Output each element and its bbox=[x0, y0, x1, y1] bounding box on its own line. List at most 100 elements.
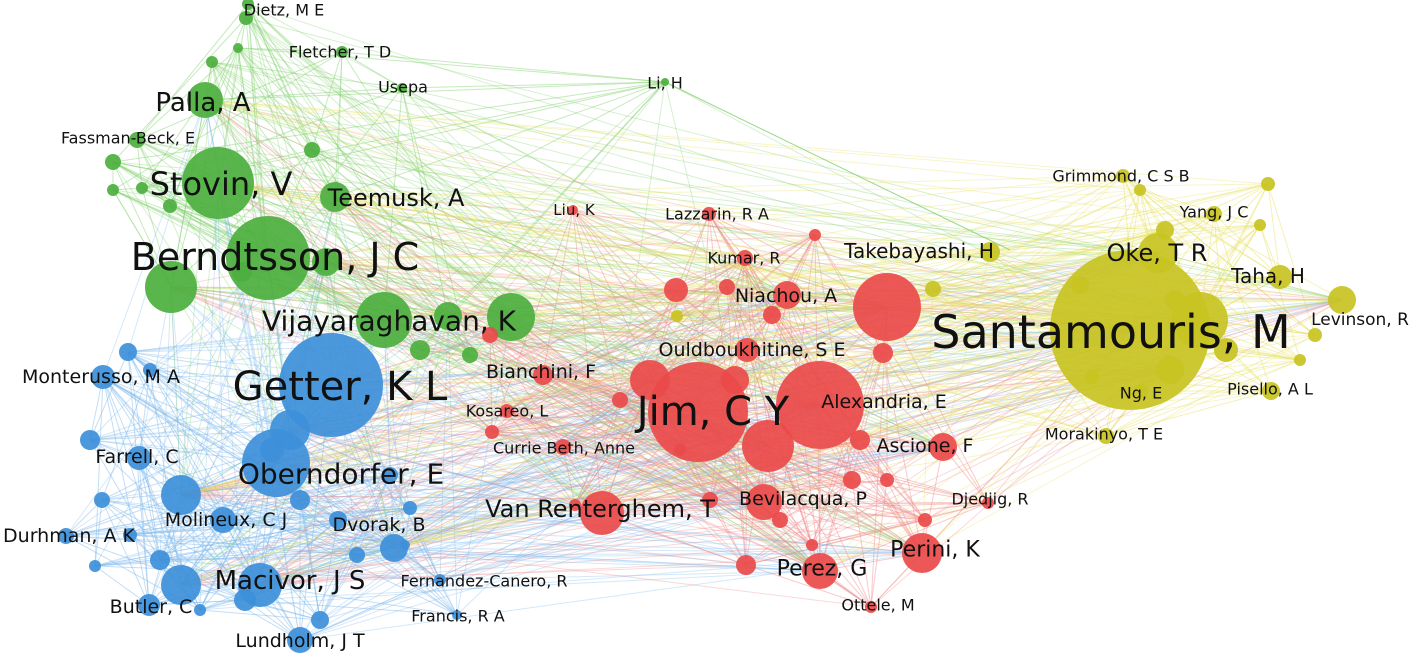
co-citation-link bbox=[409, 411, 699, 509]
co-citation-link bbox=[401, 87, 788, 296]
co-citation-link bbox=[275, 462, 821, 572]
author-label-bianchini: Bianchini, F bbox=[486, 361, 596, 383]
author-label-liuk: Liu, K bbox=[553, 201, 596, 219]
co-citation-link bbox=[112, 51, 343, 191]
author-node-dietz bbox=[239, 11, 253, 25]
co-citation-link bbox=[763, 501, 926, 521]
author-node-vanrenterghem bbox=[580, 491, 624, 535]
co-citation-link bbox=[510, 213, 1215, 318]
co-citation-link bbox=[811, 502, 989, 546]
author-node-bevilacqua bbox=[746, 484, 782, 520]
author-node-dvorak bbox=[380, 534, 408, 562]
co-citation-link bbox=[649, 294, 788, 381]
co-citation-link bbox=[447, 213, 710, 317]
co-citation-link bbox=[709, 446, 944, 501]
co-citation-link bbox=[325, 261, 1142, 392]
co-citation-link bbox=[675, 213, 710, 291]
co-citation-link bbox=[510, 316, 747, 566]
author-node-minor bbox=[349, 547, 365, 563]
co-citation-link bbox=[383, 183, 1269, 321]
co-citation-link bbox=[562, 257, 746, 448]
co-citation-link bbox=[562, 446, 781, 521]
co-citation-link bbox=[267, 257, 788, 296]
co-citation-link bbox=[275, 314, 773, 464]
co-citation-link bbox=[149, 369, 321, 621]
co-citation-link bbox=[170, 286, 853, 481]
co-citation-link bbox=[101, 369, 151, 501]
author-node-minor bbox=[671, 310, 683, 322]
co-citation-link bbox=[237, 47, 512, 318]
author-node-minor bbox=[119, 343, 137, 361]
co-citation-link bbox=[159, 501, 765, 561]
author-node-pisello bbox=[1262, 382, 1280, 400]
co-citation-link bbox=[393, 547, 923, 554]
co-citation-link bbox=[217, 182, 1201, 321]
co-citation-link bbox=[259, 314, 773, 586]
author-node-minor bbox=[311, 611, 329, 629]
co-citation-link bbox=[259, 544, 813, 586]
co-citation-link bbox=[572, 209, 736, 381]
co-citation-link bbox=[170, 286, 1201, 321]
co-citation-link bbox=[334, 175, 1124, 198]
co-citation-link bbox=[562, 446, 576, 506]
co-citation-link bbox=[767, 445, 989, 504]
author-label-kosareo: Kosareo, L bbox=[466, 402, 549, 421]
author-node-minor bbox=[382, 467, 398, 483]
co-citation-link bbox=[180, 519, 781, 586]
author-node-minor bbox=[925, 281, 941, 297]
co-citation-link bbox=[709, 234, 816, 501]
co-citation-link bbox=[141, 47, 239, 189]
co-citation-link bbox=[572, 209, 765, 503]
co-citation-link bbox=[393, 411, 699, 549]
co-citation-link bbox=[180, 446, 564, 496]
author-node-minor bbox=[674, 444, 686, 456]
co-citation-link bbox=[159, 286, 172, 561]
co-citation-link bbox=[401, 87, 1343, 301]
co-citation-link bbox=[989, 213, 1215, 253]
author-label-butler: Butler, C bbox=[110, 596, 193, 618]
co-citation-link bbox=[275, 229, 1166, 464]
co-citation-link bbox=[726, 286, 1343, 301]
co-citation-link bbox=[267, 257, 773, 316]
co-citation-link bbox=[180, 474, 391, 586]
co-citation-link bbox=[129, 474, 391, 536]
author-label-berndtsson: Berndtsson, J C bbox=[131, 235, 419, 279]
co-citation-link bbox=[619, 399, 711, 501]
co-citation-link bbox=[217, 182, 821, 572]
co-citation-link bbox=[267, 257, 1131, 331]
co-citation-link bbox=[136, 139, 395, 549]
co-citation-link bbox=[127, 351, 261, 586]
author-node-minor bbox=[107, 184, 119, 196]
co-citation-link bbox=[289, 299, 1176, 431]
co-citation-link bbox=[241, 271, 1131, 331]
co-citation-link bbox=[325, 261, 861, 441]
co-citation-link bbox=[649, 234, 816, 381]
co-citation-link bbox=[149, 369, 765, 503]
author-label-oberndorfer: Oberndorfer, E bbox=[238, 458, 444, 491]
co-citation-link bbox=[65, 257, 269, 537]
author-node-minor bbox=[194, 604, 206, 616]
co-citation-link bbox=[506, 410, 813, 546]
author-node-morakinyo bbox=[1098, 428, 1114, 444]
co-citation-link bbox=[389, 474, 441, 581]
author-node-minor bbox=[462, 347, 478, 363]
co-citation-link bbox=[204, 99, 888, 308]
co-citation-link bbox=[1105, 299, 1343, 437]
author-node-minor bbox=[721, 366, 749, 394]
author-node-minor bbox=[105, 154, 121, 170]
co-citation-link bbox=[334, 196, 923, 554]
co-citation-link bbox=[393, 399, 621, 549]
co-citation-link bbox=[1267, 183, 1316, 336]
co-citation-link bbox=[127, 351, 699, 413]
author-node-lih bbox=[661, 78, 669, 86]
author-node-kosareo bbox=[500, 404, 514, 418]
co-citation-link bbox=[129, 445, 769, 536]
author-node-oke bbox=[1138, 233, 1178, 273]
author-label-vanrenterghem: Van Renterghem, T bbox=[485, 495, 715, 523]
co-citation-link bbox=[882, 352, 944, 448]
author-label-kumar: Kumar, R bbox=[707, 249, 780, 268]
co-citation-link bbox=[708, 213, 821, 572]
co-citation-link bbox=[244, 599, 458, 616]
co-citation-link bbox=[180, 271, 243, 496]
co-citation-link bbox=[334, 183, 1269, 198]
